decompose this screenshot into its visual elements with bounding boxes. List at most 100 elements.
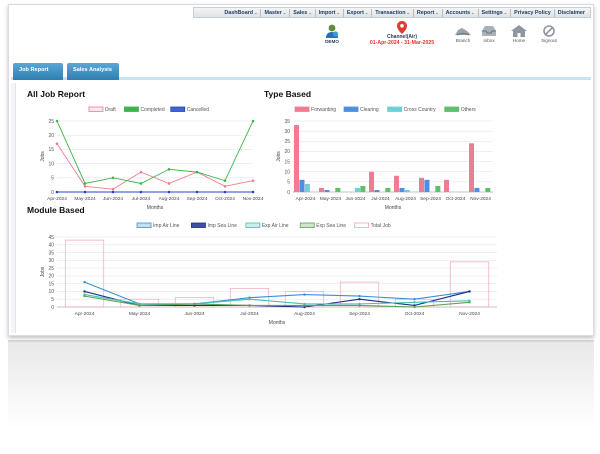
nav-item-label: Report	[416, 9, 435, 16]
data-point-draft	[251, 179, 255, 182]
x-axis-title: Months	[147, 205, 164, 209]
nav-item-label: Settings	[481, 9, 503, 16]
y-tick-label: 10	[48, 289, 54, 295]
x-tick-label: Nov-2024	[243, 196, 263, 202]
nav-item-report[interactable]: Report ⌄	[414, 10, 442, 16]
signout-button[interactable]: Signout	[537, 25, 561, 43]
legend-swatch-exp-air-line	[245, 222, 261, 228]
chevron-down-icon: ⌄	[406, 10, 410, 15]
tab-bar: Job Report Sales Analysis	[11, 63, 591, 80]
data-point-cancelled	[55, 190, 59, 194]
inbox-button[interactable]: Inbox	[477, 25, 501, 43]
bar-forwarding	[369, 171, 375, 192]
y-tick-label: 5	[51, 297, 54, 303]
nav-separator	[510, 8, 512, 17]
y-tick-label: 25	[48, 266, 54, 272]
bar-total-job	[64, 239, 105, 308]
nav-separator	[441, 8, 443, 17]
financial-year-range: 01-Apr-2024 - 31-Mar-2025	[369, 40, 435, 46]
legend-swatch-imp-air-line	[136, 222, 152, 228]
nav-item-dashboard[interactable]: DashBoard ⌄	[221, 10, 260, 16]
tab-sales-analysis[interactable]: Sales Analysis	[67, 63, 119, 80]
chevron-down-icon: ⌄	[254, 10, 258, 15]
y-tick-label: 15	[48, 147, 54, 153]
bar-forwarding	[444, 179, 450, 192]
user-profile[interactable]: DEMO	[317, 23, 347, 44]
data-point-draft	[223, 185, 227, 188]
inbox-icon	[482, 26, 496, 36]
nav-item-settings[interactable]: Settings ⌄	[479, 10, 511, 16]
home-button[interactable]: Home	[507, 25, 531, 43]
legend-label-completed: Completed	[140, 107, 164, 113]
data-point-draft	[55, 142, 59, 146]
type-based-chart: Forwarding Clearing Cross Country Others 0 5 1…	[276, 106, 493, 209]
x-tick-label: Jun-2024	[345, 196, 365, 202]
x-tick-label: Sep-2024	[187, 196, 208, 202]
nav-item-privacy-policy[interactable]: Privacy Policy	[511, 10, 554, 16]
data-point-cancelled	[111, 190, 115, 194]
data-point-imp-air-line	[413, 298, 416, 301]
tab-job-report[interactable]: Job Report	[13, 63, 63, 80]
top-navigation: DashBoard ⌄ Master ⌄ Sales ⌄ Import ⌄ Export ⌄ Tra…	[193, 7, 591, 18]
x-tick-label: Apr-2024	[47, 196, 67, 202]
nav-item-import[interactable]: Import ⌄	[316, 10, 343, 16]
x-tick-label: Aug-2024	[294, 311, 315, 317]
nav-item-master[interactable]: Master ⌄	[261, 10, 289, 16]
data-point-completed	[195, 170, 199, 174]
data-point-exp-sea-line	[248, 304, 251, 307]
y-tick-label: 0	[287, 190, 290, 196]
y-tick-label: 40	[48, 243, 54, 249]
y-tick-label: 0	[51, 190, 54, 196]
nav-item-export[interactable]: Export ⌄	[344, 10, 371, 16]
data-point-draft	[111, 187, 115, 191]
data-point-cancelled	[251, 190, 255, 194]
channel-selector[interactable]: Channel(Air) 01-Apr-2024 - 31-Mar-2025	[361, 21, 443, 46]
y-tick-label: 25	[48, 119, 54, 125]
legend-swatch-forwarding	[294, 106, 310, 112]
nav-item-label: Export	[346, 9, 364, 16]
x-axis-title: Months	[269, 320, 286, 326]
data-point-imp-air-line	[358, 294, 361, 298]
nav-item-transaction[interactable]: Transaction ⌄	[372, 10, 413, 16]
bar-others	[435, 185, 441, 192]
data-point-completed	[223, 179, 227, 182]
channel-name: Channel(Air)	[387, 34, 417, 40]
nav-item-label: Accounts	[445, 9, 471, 16]
chevron-down-icon: ⌄	[503, 10, 508, 15]
type-based-title: Type Based	[264, 89, 312, 99]
branch-icon	[455, 28, 471, 36]
series-line-completed	[56, 120, 254, 184]
nav-item-label: Transaction	[375, 9, 406, 16]
x-tick-label: Oct-2024	[405, 311, 425, 317]
chevron-down-icon: ⌄	[336, 10, 340, 15]
nav-item-accounts[interactable]: Accounts ⌄	[443, 10, 478, 16]
legend-label-cancelled: Cancelled	[187, 107, 209, 113]
data-point-draft	[139, 170, 143, 174]
data-point-exp-sea-line	[138, 304, 141, 307]
legend-swatch-imp-sea-line	[191, 222, 206, 228]
y-tick-label: 5	[287, 180, 290, 186]
nav-separator	[412, 8, 414, 17]
data-point-completed	[251, 119, 255, 123]
x-tick-label: Jun-2024	[103, 196, 123, 202]
x-tick-label: May-2024	[320, 196, 342, 202]
data-point-cancelled	[167, 190, 171, 194]
series-line-exp-air-line	[84, 294, 470, 305]
left-edge-strip	[11, 83, 16, 333]
data-point-exp-sea-line	[193, 302, 196, 306]
bar-clearing	[474, 187, 480, 192]
bar-others	[360, 185, 366, 192]
branch-button[interactable]: Branch	[451, 25, 475, 43]
location-pin-icon	[397, 21, 407, 34]
x-tick-label: Jul-2024	[132, 196, 151, 202]
nav-item-disclaimer[interactable]: Disclaimer	[555, 10, 588, 16]
legend-swatch-draft	[88, 106, 104, 112]
user-name: DEMO	[325, 39, 339, 44]
legend-label-total-job: Total Job	[371, 223, 391, 229]
legend-swatch-completed	[124, 106, 139, 112]
x-tick-label: Aug-2024	[395, 196, 416, 202]
nav-item-sales[interactable]: Sales ⌄	[290, 10, 314, 16]
y-axis-title: Jobs	[40, 151, 46, 162]
nav-separator	[289, 8, 291, 17]
data-point-exp-sea-line	[413, 305, 416, 309]
